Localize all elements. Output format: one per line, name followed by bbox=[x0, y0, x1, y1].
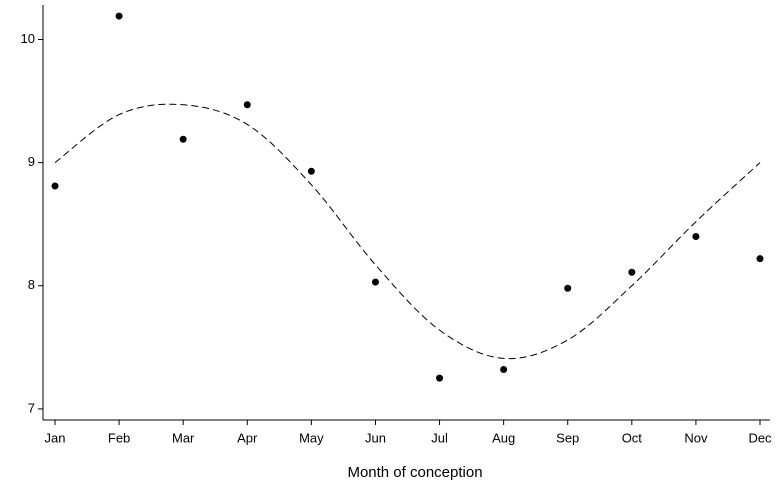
data-point bbox=[179, 135, 187, 143]
data-point bbox=[500, 366, 508, 374]
y-tick-label: 7 bbox=[28, 400, 35, 415]
data-point bbox=[436, 374, 444, 382]
data-point bbox=[756, 255, 764, 263]
x-tick-label: Oct bbox=[622, 430, 643, 445]
data-point bbox=[628, 268, 636, 276]
data-point bbox=[692, 233, 700, 241]
fitted-curve bbox=[54, 103, 761, 360]
x-tick-label: Jan bbox=[45, 430, 66, 445]
x-tick-label: Jun bbox=[365, 430, 386, 445]
x-tick-label: Jul bbox=[431, 430, 448, 445]
x-tick-label: May bbox=[299, 430, 324, 445]
data-point bbox=[243, 101, 251, 109]
x-tick-label: Mar bbox=[172, 430, 195, 445]
data-point bbox=[307, 167, 315, 175]
x-tick-label: Sep bbox=[556, 430, 579, 445]
y-tick-label: 9 bbox=[28, 154, 35, 169]
data-point bbox=[371, 278, 379, 286]
x-axis-title: Month of conception bbox=[347, 464, 482, 481]
y-tick-label: 10 bbox=[21, 31, 35, 46]
data-point bbox=[51, 182, 59, 190]
x-tick-label: Feb bbox=[108, 430, 130, 445]
data-point bbox=[564, 284, 572, 292]
x-tick-label: Nov bbox=[684, 430, 708, 445]
x-tick-label: Apr bbox=[237, 430, 258, 445]
data-point bbox=[115, 12, 123, 20]
x-tick-label: Dec bbox=[748, 430, 772, 445]
x-tick-label: Aug bbox=[492, 430, 515, 445]
y-tick-label: 8 bbox=[28, 277, 35, 292]
